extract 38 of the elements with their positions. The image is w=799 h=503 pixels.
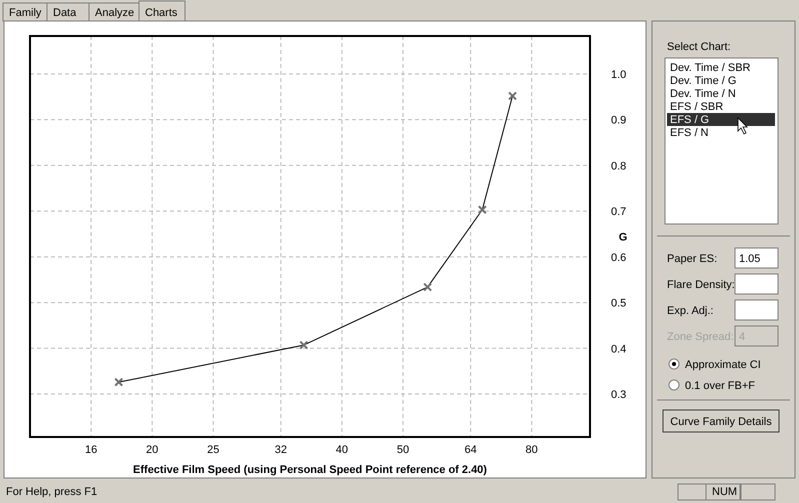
y-tick-label: 0.4 — [611, 343, 626, 356]
x-tick-label: 16 — [84, 444, 98, 456]
text: 0.1 over FB+F — [685, 380, 756, 392]
y-axis-title: G — [618, 232, 628, 244]
text: NUM — [712, 486, 738, 498]
text: EFS / SBR — [670, 101, 724, 113]
y-tick-label: 0.5 — [611, 298, 626, 310]
y-tick-label: 0.8 — [611, 160, 626, 172]
text: Analyze — [95, 7, 134, 19]
text: Data — [53, 7, 78, 19]
x-tick-label: 40 — [336, 444, 348, 456]
text: Dev. Time / N — [670, 88, 736, 100]
text: Charts — [145, 7, 178, 19]
y-tick-label: 0.3 — [611, 389, 626, 402]
text: 1.05 — [739, 253, 760, 265]
text: Exp. Adj.: — [667, 305, 714, 317]
text: Dev. Time / SBR — [670, 62, 751, 74]
text: Approximate CI — [685, 359, 761, 371]
y-tick-label: 1.0 — [611, 68, 626, 81]
x-tick-label: 25 — [207, 444, 220, 456]
x-tick-label: 64 — [464, 444, 477, 456]
text: Flare Density: — [667, 279, 735, 291]
x-tick-label: 80 — [526, 444, 538, 456]
text: EFS / G — [670, 114, 710, 126]
y-tick-label: 0.9 — [611, 114, 626, 127]
x-axis-title: Effective Film Speed (using Personal Speed Point reference of 2.40) — [133, 464, 488, 476]
text: Paper ES: — [667, 253, 718, 265]
text: Family — [9, 7, 42, 19]
text: Curve Family Details — [670, 416, 772, 428]
text: EFS / N — [670, 127, 709, 139]
y-tick-label: 0.7 — [611, 206, 626, 218]
text: For Help, press F1 — [6, 486, 98, 498]
x-tick-label: 32 — [274, 444, 287, 456]
y-tick-label: 0.6 — [611, 252, 626, 264]
x-tick-label: 20 — [146, 444, 158, 456]
x-tick-label: 50 — [396, 444, 410, 456]
text: Dev. Time / G — [670, 75, 736, 87]
text: Select Chart: — [667, 41, 731, 53]
